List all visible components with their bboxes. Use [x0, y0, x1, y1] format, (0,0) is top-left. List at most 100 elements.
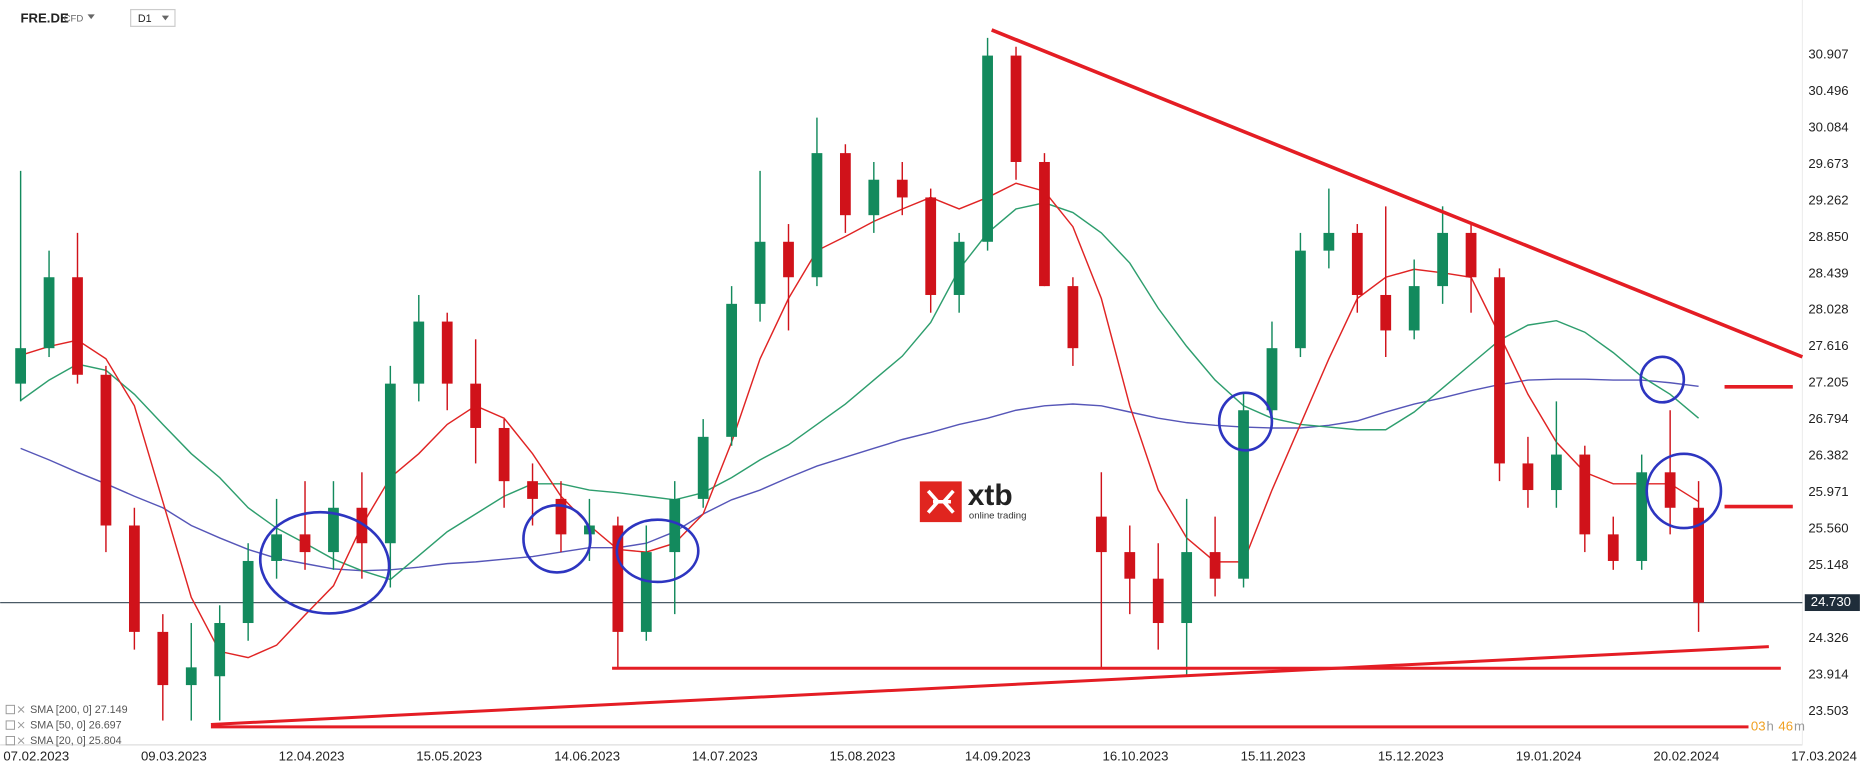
highlight-ellipse [1217, 391, 1274, 452]
legend-icon [5, 735, 15, 746]
y-tick-label: 28.439 [1808, 265, 1848, 280]
legend-close [17, 721, 25, 729]
candle-body [214, 623, 226, 677]
legend-entry: SMA [200, 0] 27.149 [30, 704, 128, 716]
y-tick-label: 29.262 [1808, 192, 1848, 207]
timer-hours: 03 [1751, 718, 1766, 733]
candle-body [839, 153, 851, 216]
candle-body [1351, 232, 1363, 295]
candle-body [356, 507, 368, 544]
candle-body [896, 179, 908, 198]
candle-body [441, 321, 453, 384]
y-tick-label: 25.971 [1808, 484, 1848, 499]
last-price-label: 24.730 [1811, 594, 1851, 609]
candle-body [783, 241, 794, 278]
marks [0, 37, 1803, 721]
logo-x [926, 489, 955, 514]
candle-body [72, 277, 83, 375]
candle-body [100, 374, 112, 526]
symbol[interactable]: FRE.DE [21, 11, 69, 26]
timer-h: h [1766, 718, 1773, 733]
candle-body [1522, 463, 1534, 491]
x-tick-label: 17.03.2024 [1791, 748, 1857, 763]
sma-line [20, 378, 1699, 572]
y-tick-label: 29.673 [1808, 156, 1848, 171]
candle-body [157, 631, 169, 686]
candle-body [868, 179, 880, 216]
candle-body [1465, 232, 1477, 278]
y-tick-label: 28.028 [1808, 302, 1848, 317]
interval-dropdown [161, 15, 169, 21]
legend-close [17, 737, 25, 744]
candle-body [1579, 454, 1591, 535]
y-tick-label: 26.794 [1808, 411, 1848, 426]
candle-body [1693, 507, 1704, 603]
symbol-dropdown[interactable] [87, 14, 95, 20]
interval[interactable]: D1 [138, 13, 152, 25]
legend-icon [5, 720, 15, 730]
x-tick-label: 09.03.2023 [141, 748, 207, 763]
candle-body [1152, 578, 1164, 624]
x-tick-label: 15.08.2023 [830, 748, 896, 763]
interval-box[interactable] [130, 8, 176, 27]
y-tick-label: 27.616 [1808, 338, 1848, 353]
y-tick-label: 25.560 [1808, 521, 1848, 536]
trend-line [991, 28, 1804, 359]
candle-body [1380, 294, 1392, 331]
candle-body [754, 241, 766, 304]
x-tick-label: 14.07.2023 [692, 748, 758, 763]
candle-body [1209, 552, 1221, 579]
timer-m: m [1794, 718, 1805, 733]
candle-body [43, 277, 55, 349]
candle-body [384, 383, 396, 544]
legend-entry: SMA [20, 0] 25.804 [30, 735, 122, 747]
x-tick-label: 15.11.2023 [1241, 748, 1306, 763]
candle-body [1323, 232, 1335, 251]
candle-body [1607, 534, 1619, 561]
x-tick-label: 15.05.2023 [416, 748, 482, 763]
candle-body [1437, 232, 1449, 287]
candle-body [299, 534, 311, 553]
candle-body [1238, 410, 1249, 579]
candle-body [1124, 552, 1136, 579]
candle-body [1408, 286, 1420, 331]
candle-body [1664, 472, 1676, 508]
candle-body [612, 525, 624, 632]
candle-body [328, 507, 339, 553]
candle-body [640, 552, 652, 632]
candle-body [669, 498, 681, 553]
highlight-ellipse [1645, 452, 1723, 530]
y-tick-label: 30.907 [1808, 46, 1848, 61]
candle-body [271, 534, 282, 561]
legend-entry: SMA [50, 0] 26.697 [30, 720, 122, 732]
y-tick-label: 30.084 [1808, 119, 1848, 134]
candle-body [811, 153, 823, 278]
candle-body [1181, 552, 1193, 624]
x-tick-label: 16.10.2023 [1103, 748, 1169, 763]
y-tick-label: 24.326 [1808, 630, 1848, 645]
legend-close [17, 706, 25, 713]
candle-body [242, 560, 254, 624]
candle-body [1295, 250, 1306, 349]
candle-body [1039, 161, 1050, 287]
annotations [210, 28, 1804, 729]
candle-body [1266, 348, 1278, 411]
x-tick-label: 14.06.2023 [554, 748, 620, 763]
highlight-ellipse [615, 518, 700, 584]
candle-body [697, 436, 709, 499]
highlight-ellipse [258, 510, 391, 615]
candle-body [555, 498, 567, 535]
candle-body [982, 55, 993, 242]
x-tick-label: 19.01.2024 [1516, 748, 1582, 763]
y-tick-label: 27.205 [1808, 375, 1848, 390]
candle-body [527, 481, 538, 499]
y-tick-label: 23.503 [1808, 703, 1848, 718]
x-tick-label: 14.09.2023 [965, 748, 1031, 763]
candle-body [1636, 472, 1648, 561]
candle-body [1010, 55, 1022, 162]
highlight-ellipse [1639, 355, 1686, 404]
legend-icon [5, 704, 15, 715]
candle-body [185, 667, 197, 686]
